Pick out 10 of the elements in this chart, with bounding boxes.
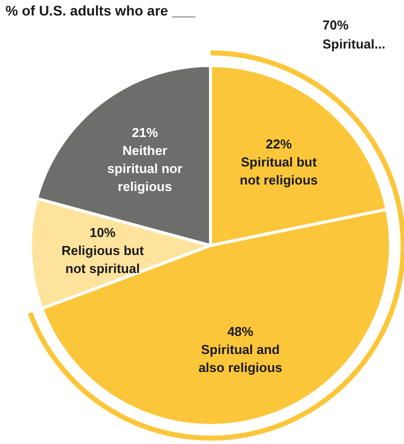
text: 70% Spiritual... [322,18,386,52]
chart-title: % of U.S. adults who are ___ [6,2,196,18]
data-label: 10% [90,225,116,240]
data-label: 21% [132,125,158,140]
slice-label: Spiritual and also religious [198,342,282,375]
slice-label: Religious but not spiritual [61,243,144,276]
slice-label: Spiritual but not religious [240,154,318,188]
data-label: 48% [227,324,254,339]
data-label: 22% [266,136,292,152]
slice-label: Neither spiritual nor religious [107,143,182,194]
